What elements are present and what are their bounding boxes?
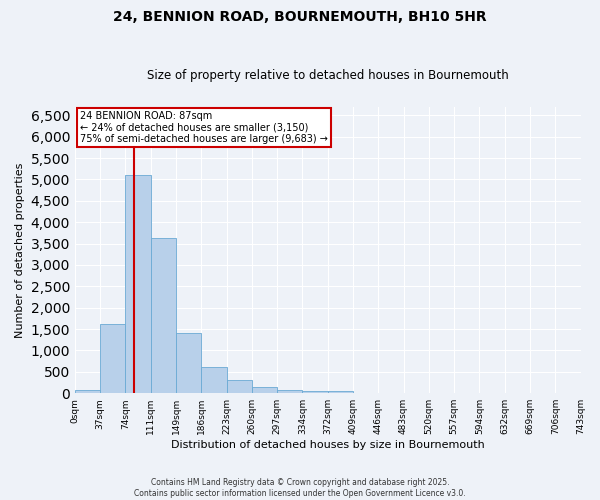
Bar (176, 332, 202, 393)
Text: 24 BENNION ROAD: 87sqm
← 24% of detached houses are smaller (3,150)
75% of semi-: 24 BENNION ROAD: 87sqm ← 24% of detached… (80, 111, 328, 144)
Bar (151, 238, 176, 393)
Bar (100, 324, 125, 393)
Bar (302, 392, 328, 393)
Bar (277, 390, 302, 393)
Bar (252, 388, 277, 393)
Bar (125, 175, 151, 393)
X-axis label: Distribution of detached houses by size in Bournemouth: Distribution of detached houses by size … (171, 440, 485, 450)
Bar (328, 390, 353, 393)
Text: 24, BENNION ROAD, BOURNEMOUTH, BH10 5HR: 24, BENNION ROAD, BOURNEMOUTH, BH10 5HR (113, 10, 487, 24)
Bar (227, 380, 252, 393)
Bar (75, 390, 100, 393)
Text: Contains HM Land Registry data © Crown copyright and database right 2025.
Contai: Contains HM Land Registry data © Crown c… (134, 478, 466, 498)
Bar (202, 367, 227, 393)
Y-axis label: Number of detached properties: Number of detached properties (15, 162, 25, 338)
Title: Size of property relative to detached houses in Bournemouth: Size of property relative to detached ho… (147, 69, 509, 82)
